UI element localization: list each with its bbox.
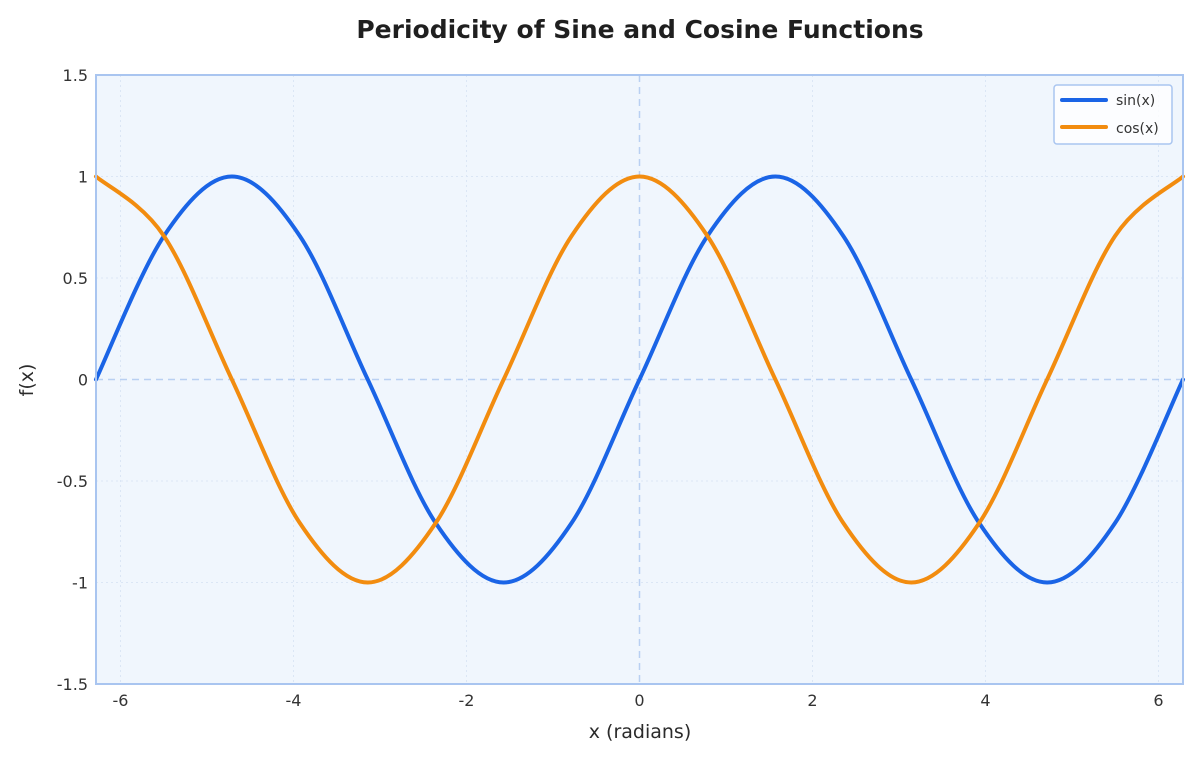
chart-title: Periodicity of Sine and Cosine Functions — [356, 15, 923, 44]
x-tick-label: -2 — [459, 691, 475, 710]
x-tick-label: 4 — [980, 691, 990, 710]
y-tick-label: -1 — [72, 574, 88, 593]
x-tick-labels: -6 -4 -2 0 2 4 6 — [113, 691, 1164, 710]
x-tick-label: 6 — [1153, 691, 1163, 710]
legend-label-sin: sin(x) — [1116, 93, 1155, 109]
x-tick-label: 2 — [807, 691, 817, 710]
x-tick-label: -4 — [286, 691, 302, 710]
y-tick-label: 1 — [78, 168, 88, 187]
series-line-sinx — [94, 174, 1185, 585]
legend: sin(x) cos(x) — [1053, 84, 1173, 145]
x-tick-label: -6 — [113, 691, 129, 710]
y-tick-label: 1.5 — [63, 66, 88, 85]
plot-area-border — [95, 74, 1184, 685]
y-tick-labels: 1.5 1 0.5 0 -0.5 -1 -1.5 — [57, 66, 88, 694]
y-tick-label: 0.5 — [63, 269, 88, 288]
x-axis-label: x (radians) — [589, 721, 692, 743]
y-tick-label: 0 — [78, 371, 88, 390]
y-tick-label: -1.5 — [57, 675, 88, 694]
x-tick-label: 0 — [634, 691, 644, 710]
y-tick-label: -0.5 — [57, 472, 88, 491]
series-lines — [94, 174, 1185, 585]
series-line-cosx — [94, 174, 1185, 585]
legend-label-cos: cos(x) — [1116, 121, 1159, 137]
y-axis-label: f(x) — [16, 364, 38, 397]
